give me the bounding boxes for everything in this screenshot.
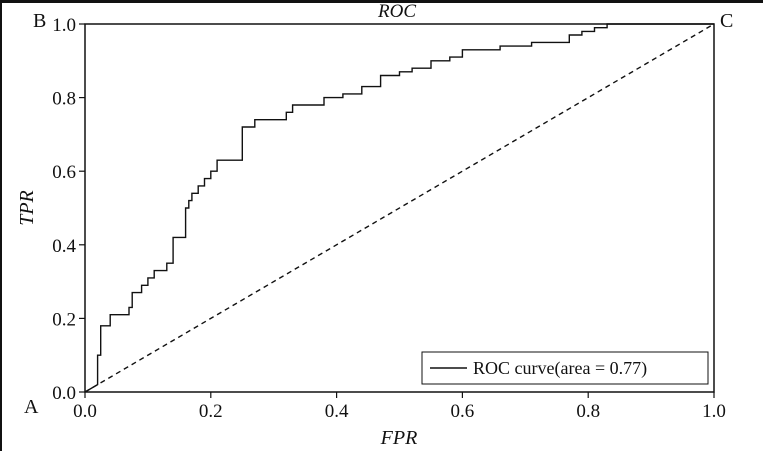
y-tick-label-2: 0.4 [52, 236, 76, 257]
y-tick-label-0: 0.0 [52, 383, 76, 404]
left-border-line [0, 0, 2, 451]
y-tick-label-1: 0.2 [52, 309, 76, 330]
corner-label-top-left: B [33, 10, 46, 32]
plot-frame [84, 23, 715, 393]
x-tick-label-1: 0.2 [199, 401, 223, 422]
legend-box [421, 351, 709, 385]
y-axis-title: TPR [16, 190, 38, 226]
x-axis-ticks: 0.0 0.2 0.4 0.6 0.8 1.0 [73, 392, 726, 422]
y-tick-label-4: 0.8 [52, 89, 76, 110]
y-tick-label-5: 1.0 [52, 15, 76, 36]
y-tick-label-3: 0.6 [52, 162, 76, 183]
x-tick-label-3: 0.6 [451, 401, 475, 422]
x-tick-label-0: 0.0 [73, 401, 97, 422]
x-tick-label-4: 0.8 [576, 401, 600, 422]
roc-curve-line [84, 23, 714, 393]
top-border-line [0, 0, 763, 3]
chance-diagonal-line [84, 23, 715, 393]
corner-label-top-right: C [720, 10, 733, 32]
legend-entry-roc: ROC curve(area = 0.77) [473, 358, 647, 379]
x-axis-title: FPR [380, 427, 418, 449]
x-tick-label-5: 1.0 [702, 401, 726, 422]
y-axis-ticks: 0.0 0.2 0.4 0.6 0.8 1.0 [52, 15, 85, 404]
chart-title: ROC [377, 1, 416, 22]
corner-label-origin: A [24, 396, 39, 418]
x-tick-label-2: 0.4 [325, 401, 349, 422]
legend: ROC curve(area = 0.77) [421, 351, 709, 385]
